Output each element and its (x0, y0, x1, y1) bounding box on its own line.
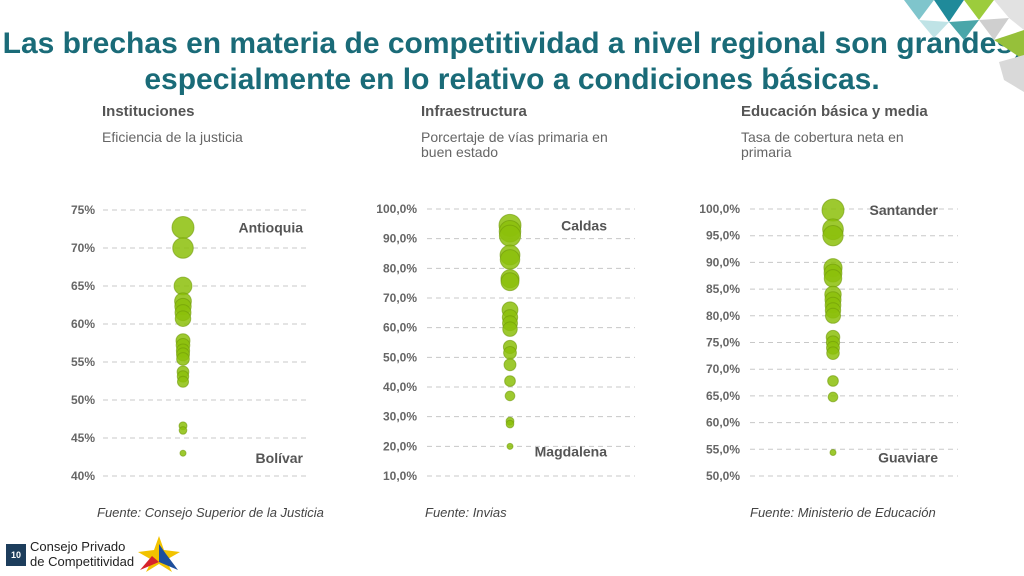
y-tick-label: 85,0% (706, 282, 740, 296)
y-tick-label: 40% (71, 469, 95, 483)
data-point (827, 375, 839, 387)
panel-header-infraestructura: Infraestructura Porcertaje de vías prima… (421, 103, 621, 160)
panel-header-educacion: Educación básica y media Tasa de cobertu… (741, 103, 941, 160)
y-tick-label: 100,0% (699, 202, 740, 216)
panel-heading: Educación básica y media (741, 103, 928, 120)
data-point (505, 419, 515, 429)
annotation-label: Bolívar (256, 450, 304, 466)
data-point (503, 358, 517, 372)
data-point (824, 307, 842, 324)
decorative-corner-pattern (904, 0, 1024, 92)
annotation-label: Santander (870, 202, 939, 218)
chart-instituciones: 75% 70% 65% 60% 55% 50% 45% 40% Antioquia Bolívar (71, 203, 310, 483)
y-tick-label: 60,0% (706, 416, 740, 430)
y-tick-label: 55% (71, 355, 95, 369)
y-tick-label: 50,0% (706, 469, 740, 483)
panel-header-instituciones: Instituciones Eficiencia de la justicia (102, 103, 362, 145)
y-tick-label: 70,0% (383, 291, 417, 305)
y-tick-label: 50,0% (383, 350, 417, 364)
data-point (826, 346, 840, 360)
data-point (176, 352, 190, 366)
panel-subtitle: Porcertaje de vías primaria en buen esta… (421, 129, 608, 160)
page-title: Las brechas en materia de competitividad… (2, 27, 1022, 96)
y-tick-label: 70,0% (706, 362, 740, 376)
logo-line-2: de Competitividad (30, 554, 135, 569)
y-tick-label: 45% (71, 431, 95, 445)
panel-subtitle: Tasa de cobertura neta en primaria (741, 129, 904, 160)
y-tick-label: 80,0% (706, 309, 740, 323)
data-point (174, 310, 192, 327)
logo-line-1: Consejo Privado (30, 539, 126, 554)
panel-heading: Instituciones (102, 103, 195, 120)
data-point (172, 237, 194, 259)
data-point (821, 198, 845, 222)
y-tick-label: 95,0% (706, 229, 740, 243)
y-tick-label: 75,0% (706, 336, 740, 350)
y-tick-label: 20,0% (383, 439, 417, 453)
annotation-label: Caldas (561, 217, 607, 233)
source-note: Fuente: Ministerio de Educación (750, 505, 936, 520)
panel-subtitle: Eficiencia de la justicia (102, 129, 243, 145)
y-tick-label: 60,0% (383, 321, 417, 335)
y-tick-label: 70% (71, 241, 95, 255)
y-tick-label: 55,0% (706, 442, 740, 456)
y-tick-label: 30,0% (383, 410, 417, 424)
y-tick-label: 80,0% (383, 261, 417, 275)
y-tick-label: 65,0% (706, 389, 740, 403)
logo-text: Consejo Privado de Competitividad (30, 539, 134, 569)
annotation-label: Antioquia (238, 219, 303, 235)
logo-star-icon (138, 536, 180, 572)
data-point (500, 272, 520, 292)
data-point (173, 276, 193, 296)
chart-infraestructura: 100,0% 90,0% 80,0% 70,0% 60,0% 50,0% 40,0% 30,0… (376, 202, 635, 483)
panel-heading: Infraestructura (421, 103, 527, 120)
y-tick-label: 100,0% (376, 202, 417, 216)
logo: 10 Consejo Privado de Competitividad (6, 536, 206, 574)
data-point (171, 215, 195, 239)
source-note: Fuente: Invias (425, 505, 507, 520)
annotation-label: Guaviare (878, 450, 938, 466)
y-tick-label: 60% (71, 317, 95, 331)
source-note: Fuente: Consejo Superior de la Justicia (97, 505, 324, 520)
data-point (503, 346, 517, 360)
y-tick-label: 90,0% (706, 255, 740, 269)
logo-badge: 10 (6, 544, 26, 566)
data-point (504, 375, 516, 387)
data-point (176, 375, 190, 388)
data-point (827, 391, 839, 403)
y-tick-label: 65% (71, 279, 95, 293)
y-tick-label: 50% (71, 393, 95, 407)
data-point (829, 449, 837, 457)
y-tick-label: 40,0% (383, 380, 417, 394)
data-point (499, 249, 521, 270)
chart-educacion: 100,0% 95,0% 90,0% 85,0% 80,0% 75,0% 70,0% 65,0… (699, 198, 958, 483)
y-tick-label: 10,0% (383, 469, 417, 483)
annotation-label: Magdalena (535, 443, 608, 459)
data-point (178, 426, 188, 435)
data-point (179, 449, 187, 457)
y-tick-label: 75% (71, 203, 95, 217)
data-point (498, 224, 522, 247)
data-point (823, 269, 843, 288)
data-point (502, 321, 518, 337)
data-point (504, 390, 516, 402)
data-point (822, 225, 844, 247)
data-point (506, 442, 514, 450)
y-tick-label: 90,0% (383, 232, 417, 246)
